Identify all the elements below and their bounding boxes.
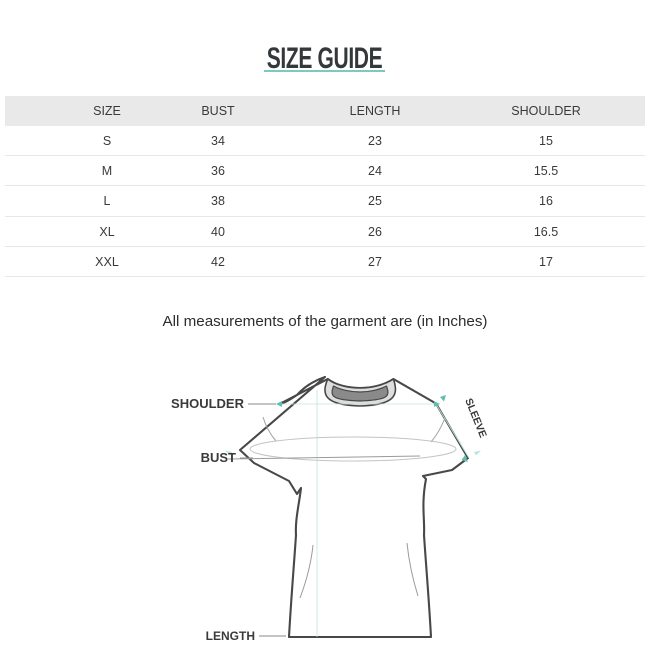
svg-text:SHOULDER: SHOULDER	[171, 396, 245, 411]
svg-text:LENGTH: LENGTH	[206, 629, 255, 643]
svg-text:SLEEVE: SLEEVE	[462, 397, 489, 440]
svg-text:BUST: BUST	[201, 450, 236, 465]
